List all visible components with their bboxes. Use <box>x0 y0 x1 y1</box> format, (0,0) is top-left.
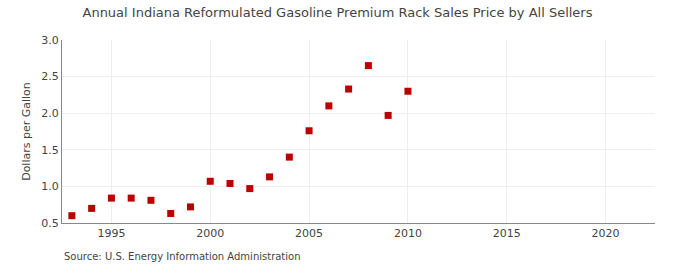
svg-text:3.0: 3.0 <box>41 34 59 47</box>
svg-text:2010: 2010 <box>394 227 422 240</box>
svg-text:1.5: 1.5 <box>41 144 59 157</box>
svg-text:Dollars per Gallon: Dollars per Gallon <box>20 82 33 181</box>
svg-text:2.5: 2.5 <box>41 70 59 83</box>
svg-text:2020: 2020 <box>592 227 620 240</box>
svg-text:1.0: 1.0 <box>41 180 59 193</box>
svg-text:Source: U.S. Energy Informatio: Source: U.S. Energy Information Administ… <box>64 251 301 262</box>
svg-text:1995: 1995 <box>97 227 125 240</box>
svg-text:Annual Indiana Reformulated Ga: Annual Indiana Reformulated Gasoline Pre… <box>83 5 593 20</box>
svg-text:2.0: 2.0 <box>41 107 59 120</box>
svg-text:2015: 2015 <box>493 227 521 240</box>
svg-text:0.5: 0.5 <box>41 217 59 230</box>
svg-text:2000: 2000 <box>196 227 224 240</box>
svg-text:2005: 2005 <box>295 227 323 240</box>
